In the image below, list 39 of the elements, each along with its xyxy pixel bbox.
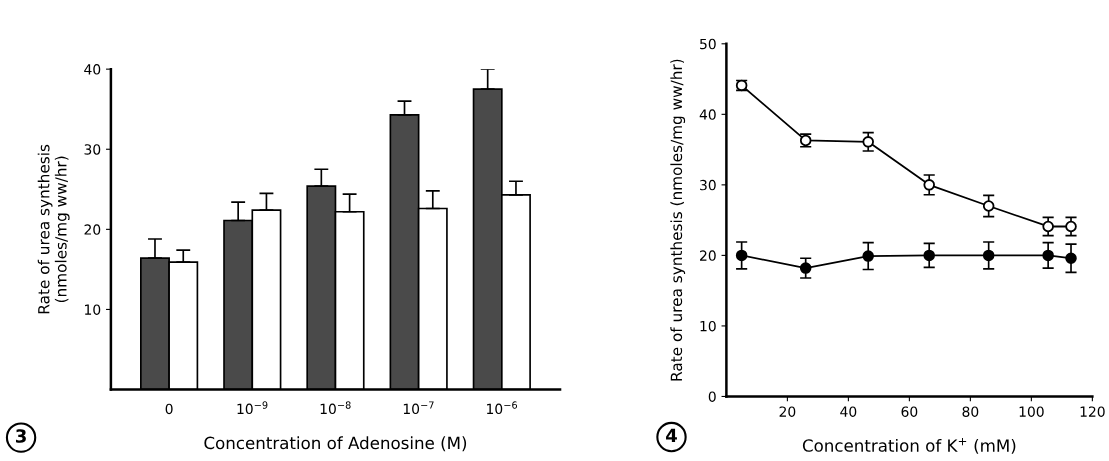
y-tick-label: 30 [700, 179, 716, 191]
y-tick-label: 30 [84, 144, 101, 155]
text: 4 [666, 428, 677, 442]
point [862, 250, 874, 262]
point [923, 249, 935, 262]
y-axis-title: Rate of urea synthesis (nmoles/mg ww/hr) [37, 144, 70, 314]
x-tick-label: 10$^{−6}$ [487, 401, 518, 415]
y-tick-label: 40 [699, 109, 716, 120]
y-tick-label: 10 [85, 304, 101, 315]
x-tick-label: 10$^{−7}$ [403, 401, 434, 415]
x-tick-label: 10$^{−8}$ [320, 401, 351, 415]
x-tick-label: 60 [901, 406, 918, 417]
y-tick-label: 50 [700, 38, 716, 50]
y-tick-label: 0 [708, 391, 716, 402]
point [1065, 220, 1077, 233]
x-tick-label: 40 [840, 406, 857, 417]
point [862, 136, 874, 148]
y-tick-label: 40 [84, 64, 101, 75]
x-tick-label: 100 [1019, 406, 1044, 417]
point [982, 200, 995, 212]
x-tick-label: 80 [962, 406, 979, 417]
text: 3 [16, 429, 26, 443]
x-tick-label: 10$^{−9}$ [237, 401, 268, 415]
y-tick-label: 20 [84, 224, 101, 235]
x-axis-title: Concentration of K$^{+}$ (mM) [802, 437, 1016, 454]
point [982, 249, 995, 262]
y-axis-title: Rate of urea synthesis (nmoles/mg ww/hr) [670, 59, 686, 381]
point [1042, 249, 1054, 262]
y-tick-label: 10 [700, 320, 716, 332]
x-tick-label: 20 [779, 406, 796, 417]
point [799, 262, 812, 274]
point [923, 179, 935, 191]
point [1065, 252, 1077, 264]
y-tick-label: 20 [700, 250, 716, 261]
x-tick-label: 0 [165, 403, 173, 415]
x-axis-title: Concentration of Adenosine (M) [204, 436, 467, 452]
x-tick-label: 120 [1080, 406, 1105, 417]
point [735, 249, 748, 262]
point [1042, 220, 1054, 233]
